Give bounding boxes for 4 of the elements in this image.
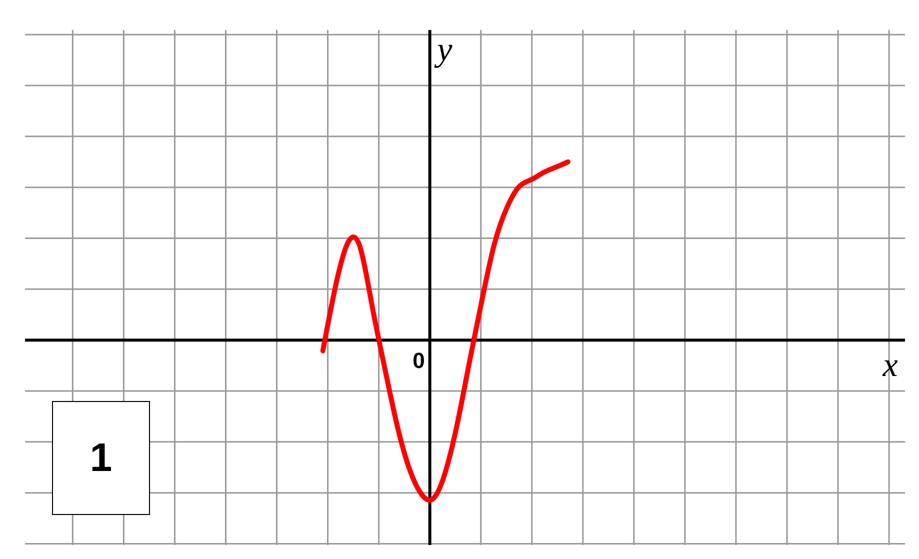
text: x: [882, 346, 898, 384]
annotation: 0: [412, 348, 425, 373]
text: 1: [52, 401, 150, 515]
text: y: [434, 32, 454, 69]
